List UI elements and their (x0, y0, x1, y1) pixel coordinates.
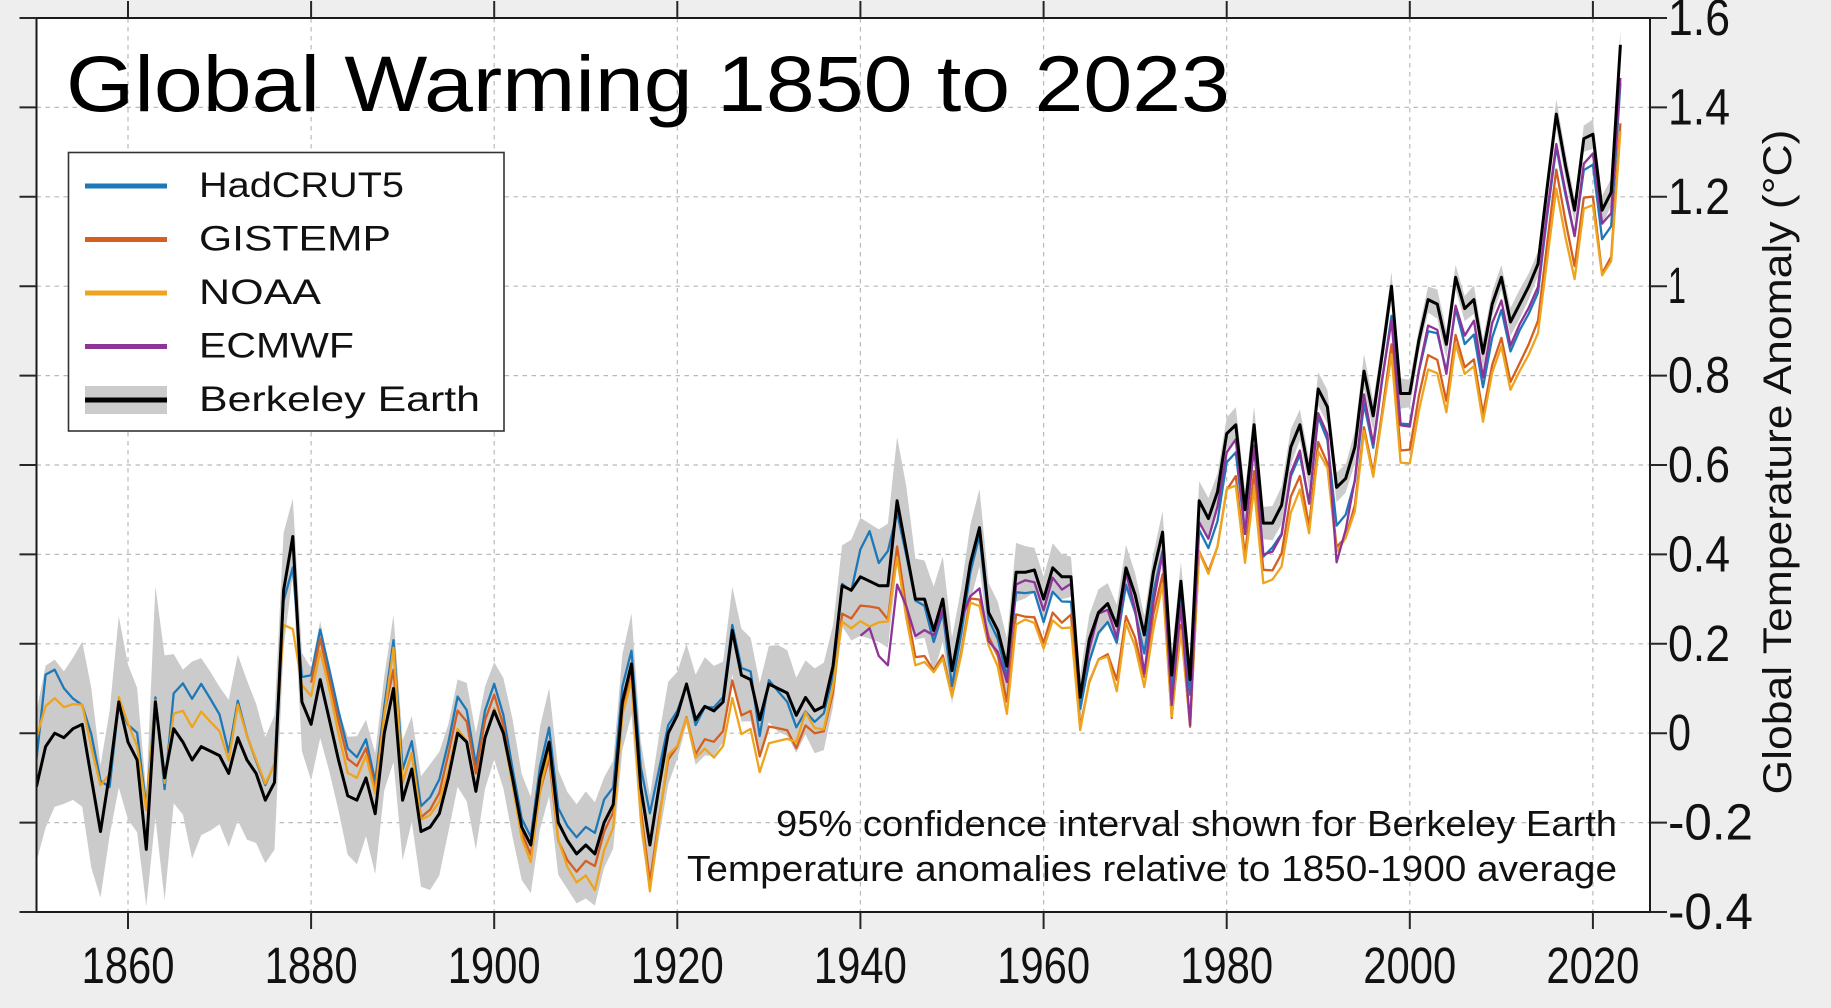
svg-text:0: 0 (1668, 704, 1691, 761)
svg-text:2020: 2020 (1546, 937, 1639, 994)
svg-text:-0.2: -0.2 (1668, 794, 1753, 851)
svg-text:1880: 1880 (265, 937, 358, 994)
svg-text:GISTEMP: GISTEMP (199, 220, 391, 259)
svg-text:Temperature anomalies relative: Temperature anomalies relative to 1850-1… (687, 848, 1617, 889)
svg-text:1.2: 1.2 (1668, 168, 1730, 225)
svg-text:Global Warming 1850 to 2023: Global Warming 1850 to 2023 (66, 39, 1230, 128)
svg-text:1: 1 (1668, 257, 1686, 314)
svg-text:0.2: 0.2 (1668, 615, 1730, 672)
svg-text:NOAA: NOAA (199, 273, 322, 312)
svg-text:0.6: 0.6 (1668, 436, 1730, 493)
svg-text:1860: 1860 (82, 937, 175, 994)
svg-text:0.8: 0.8 (1668, 347, 1730, 404)
svg-text:-0.4: -0.4 (1668, 883, 1753, 940)
svg-text:1980: 1980 (1180, 937, 1273, 994)
svg-text:1900: 1900 (448, 937, 541, 994)
svg-text:1960: 1960 (997, 937, 1090, 994)
svg-text:1.6: 1.6 (1668, 0, 1730, 46)
svg-text:1920: 1920 (631, 937, 724, 994)
svg-text:Global Temperature Anomaly (°C: Global Temperature Anomaly (°C) (1756, 130, 1800, 795)
svg-text:HadCRUT5: HadCRUT5 (199, 166, 404, 205)
svg-text:0.4: 0.4 (1668, 525, 1730, 582)
svg-text:1.4: 1.4 (1668, 78, 1730, 135)
svg-text:ECMWF: ECMWF (199, 327, 354, 366)
svg-text:Berkeley Earth: Berkeley Earth (199, 380, 480, 419)
svg-text:95% confidence interval shown: 95% confidence interval shown for Berkel… (776, 803, 1617, 844)
svg-text:2000: 2000 (1363, 937, 1456, 994)
svg-text:1940: 1940 (814, 937, 907, 994)
